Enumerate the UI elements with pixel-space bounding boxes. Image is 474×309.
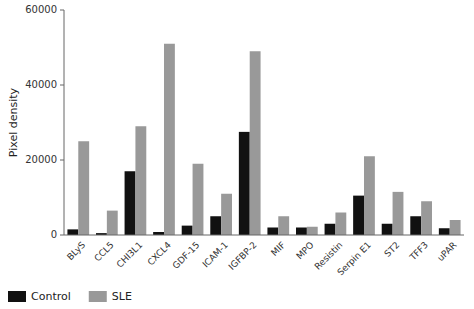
- legend-label: Control: [31, 290, 71, 303]
- chart-svg: 0 20000 40000 60000 Pixel density BLySCCL5CHI…: [0, 0, 474, 309]
- x-tick-label: TFF3: [407, 240, 430, 263]
- bar: [335, 213, 346, 236]
- bar: [193, 164, 204, 235]
- bar: [210, 216, 221, 235]
- x-tick-label: CCL5: [92, 240, 116, 264]
- x-tick-label: MPO: [294, 240, 315, 261]
- chart-container: 0 20000 40000 60000 Pixel density BLySCCL5CHI…: [0, 0, 474, 309]
- y-tick-label: 0: [51, 229, 57, 240]
- bars: [67, 44, 460, 235]
- x-tick-label: IGFBP-2: [227, 240, 259, 272]
- legend-swatch: [8, 291, 26, 302]
- bar: [410, 216, 421, 235]
- bar: [78, 141, 89, 235]
- y-tick-label: 20000: [25, 154, 57, 165]
- bar: [382, 224, 393, 235]
- y-tick-label: 40000: [25, 79, 57, 90]
- bar: [182, 226, 193, 235]
- bar: [164, 44, 175, 235]
- x-tick-label: MIF: [269, 240, 287, 258]
- bar: [353, 196, 364, 235]
- y-tick: [60, 10, 64, 11]
- y-tick: [60, 235, 64, 236]
- bar: [307, 227, 318, 235]
- bar: [421, 201, 432, 235]
- x-axis-line: [64, 235, 464, 236]
- x-tick-label: ST2: [382, 240, 401, 259]
- y-tick-label: 60000: [25, 4, 57, 15]
- y-tick: [60, 160, 64, 161]
- y-axis-line: [64, 10, 65, 235]
- bar: [450, 220, 461, 235]
- bar: [250, 51, 261, 235]
- legend: Control SLE: [8, 290, 132, 303]
- bar: [135, 126, 146, 235]
- x-tick-label: CXCL4: [145, 240, 173, 268]
- bar: [67, 229, 78, 235]
- bar: [278, 216, 289, 235]
- bar: [107, 211, 118, 235]
- y-tick: [60, 85, 64, 86]
- legend-label: SLE: [112, 290, 132, 303]
- bar: [296, 228, 307, 236]
- x-tick-label: Serpin E1: [335, 240, 373, 278]
- x-tick-label: uPAR: [435, 240, 458, 263]
- bar: [267, 228, 278, 236]
- bar: [393, 192, 404, 235]
- bar: [364, 156, 375, 235]
- bar: [325, 224, 336, 235]
- x-tick-label: GDF-15: [171, 240, 202, 271]
- bar: [221, 194, 232, 235]
- x-tick-label: BLyS: [65, 240, 87, 262]
- bar: [239, 132, 250, 235]
- legend-swatch: [89, 291, 107, 302]
- x-tick-label: CHI3L1: [115, 240, 145, 270]
- y-axis-label: Pixel density: [7, 87, 20, 157]
- bar: [125, 171, 136, 235]
- bar: [439, 228, 450, 235]
